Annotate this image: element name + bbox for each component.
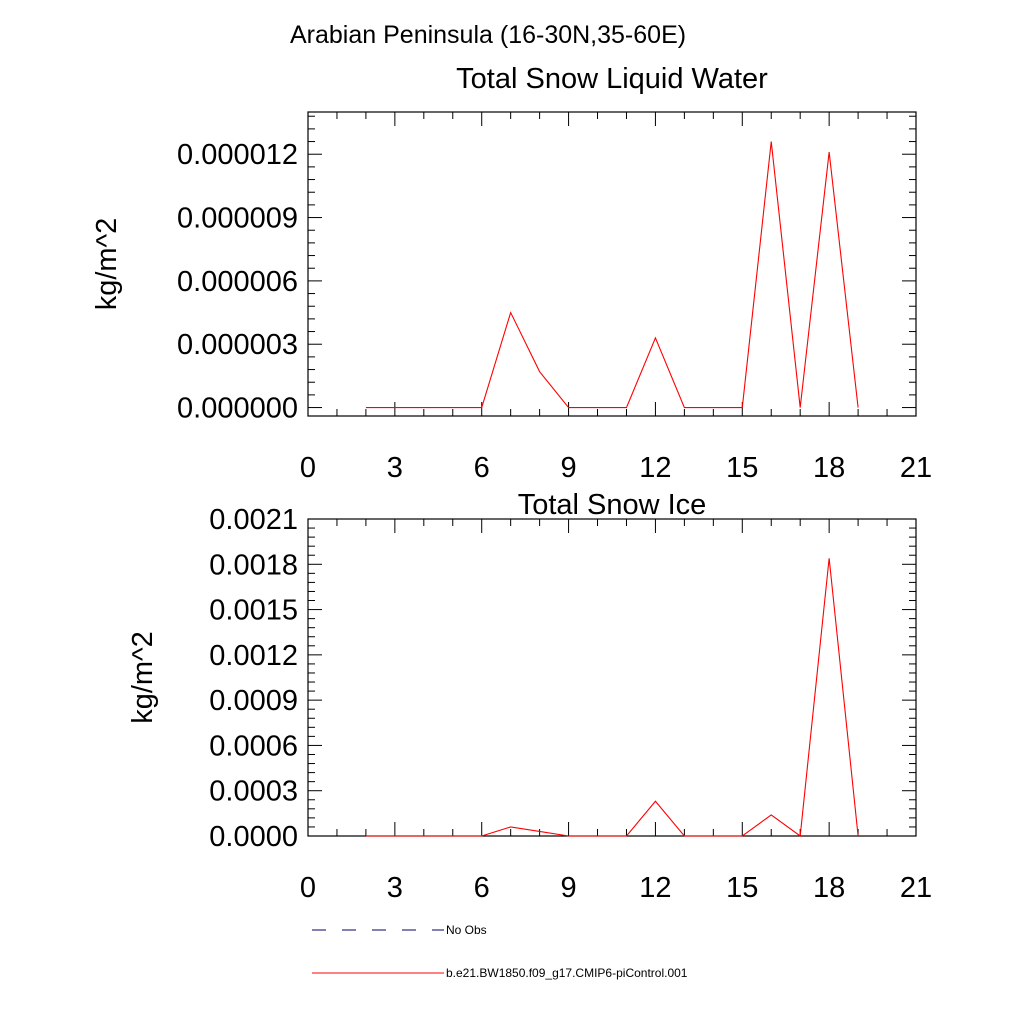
- x-tick-label: 9: [561, 872, 577, 904]
- x-tick-label: 18: [813, 872, 845, 904]
- x-tick-label: 18: [813, 452, 845, 484]
- y-tick-label: 0.000009: [177, 203, 298, 235]
- x-tick-label: 15: [726, 452, 758, 484]
- chart-title: Total Snow Liquid Water: [456, 63, 768, 95]
- x-tick-label: 12: [639, 872, 671, 904]
- x-tick-label: 6: [474, 452, 490, 484]
- y-tick-label: 0.0009: [209, 685, 298, 717]
- y-tick-label: 0.000006: [177, 266, 298, 298]
- panel-snow-liquid-water: Total Snow Liquid Water kg/m^2 0 3 6 9 12 15 18 2…: [91, 63, 932, 484]
- x-tick-label: 3: [387, 872, 403, 904]
- x-tick-label: 21: [900, 452, 932, 484]
- x-tick-label: 0: [300, 872, 316, 904]
- y-tick-label: 0.000003: [177, 329, 298, 361]
- x-tick-label: 3: [387, 452, 403, 484]
- legend: No Obs b.e21.BW1850.f09_g17.CMIP6-piCont…: [312, 923, 688, 980]
- y-tick-label: 0.0021: [209, 504, 298, 536]
- panel-snow-ice: Total Snow Ice kg/m^2 0 3 6 9 12 15 18 21 0.0000 0.…: [127, 489, 932, 904]
- y-tick-label: 0.0012: [209, 640, 298, 672]
- legend-label-model: b.e21.BW1850.f09_g17.CMIP6-piControl.001: [446, 966, 688, 980]
- y-axis-label: kg/m^2: [127, 631, 159, 724]
- y-tick-label: 0.0018: [209, 549, 298, 581]
- y-tick-label: 0.0003: [209, 776, 298, 808]
- plot-frame: [307, 518, 917, 837]
- x-tick-label: 12: [639, 452, 671, 484]
- y-tick-label: 0.000012: [177, 139, 298, 171]
- y-tick-label: 0.0015: [209, 595, 298, 627]
- y-axis-label: kg/m^2: [91, 218, 123, 311]
- plot-frame: [307, 111, 917, 417]
- chart-title: Total Snow Ice: [518, 489, 707, 521]
- x-tick-label: 15: [726, 872, 758, 904]
- region-title: Arabian Peninsula (16-30N,35-60E): [290, 21, 686, 49]
- y-tick-label: 0.0000: [209, 821, 298, 853]
- x-tick-label: 0: [300, 452, 316, 484]
- x-tick-label: 21: [900, 872, 932, 904]
- series-line: [365, 141, 859, 409]
- y-tick-label: 0.0006: [209, 730, 298, 762]
- y-tick-label: 0.000000: [177, 393, 298, 425]
- x-tick-label: 9: [561, 452, 577, 484]
- x-tick-label: 6: [474, 872, 490, 904]
- series-line: [365, 558, 859, 838]
- legend-label-no-obs: No Obs: [446, 923, 487, 937]
